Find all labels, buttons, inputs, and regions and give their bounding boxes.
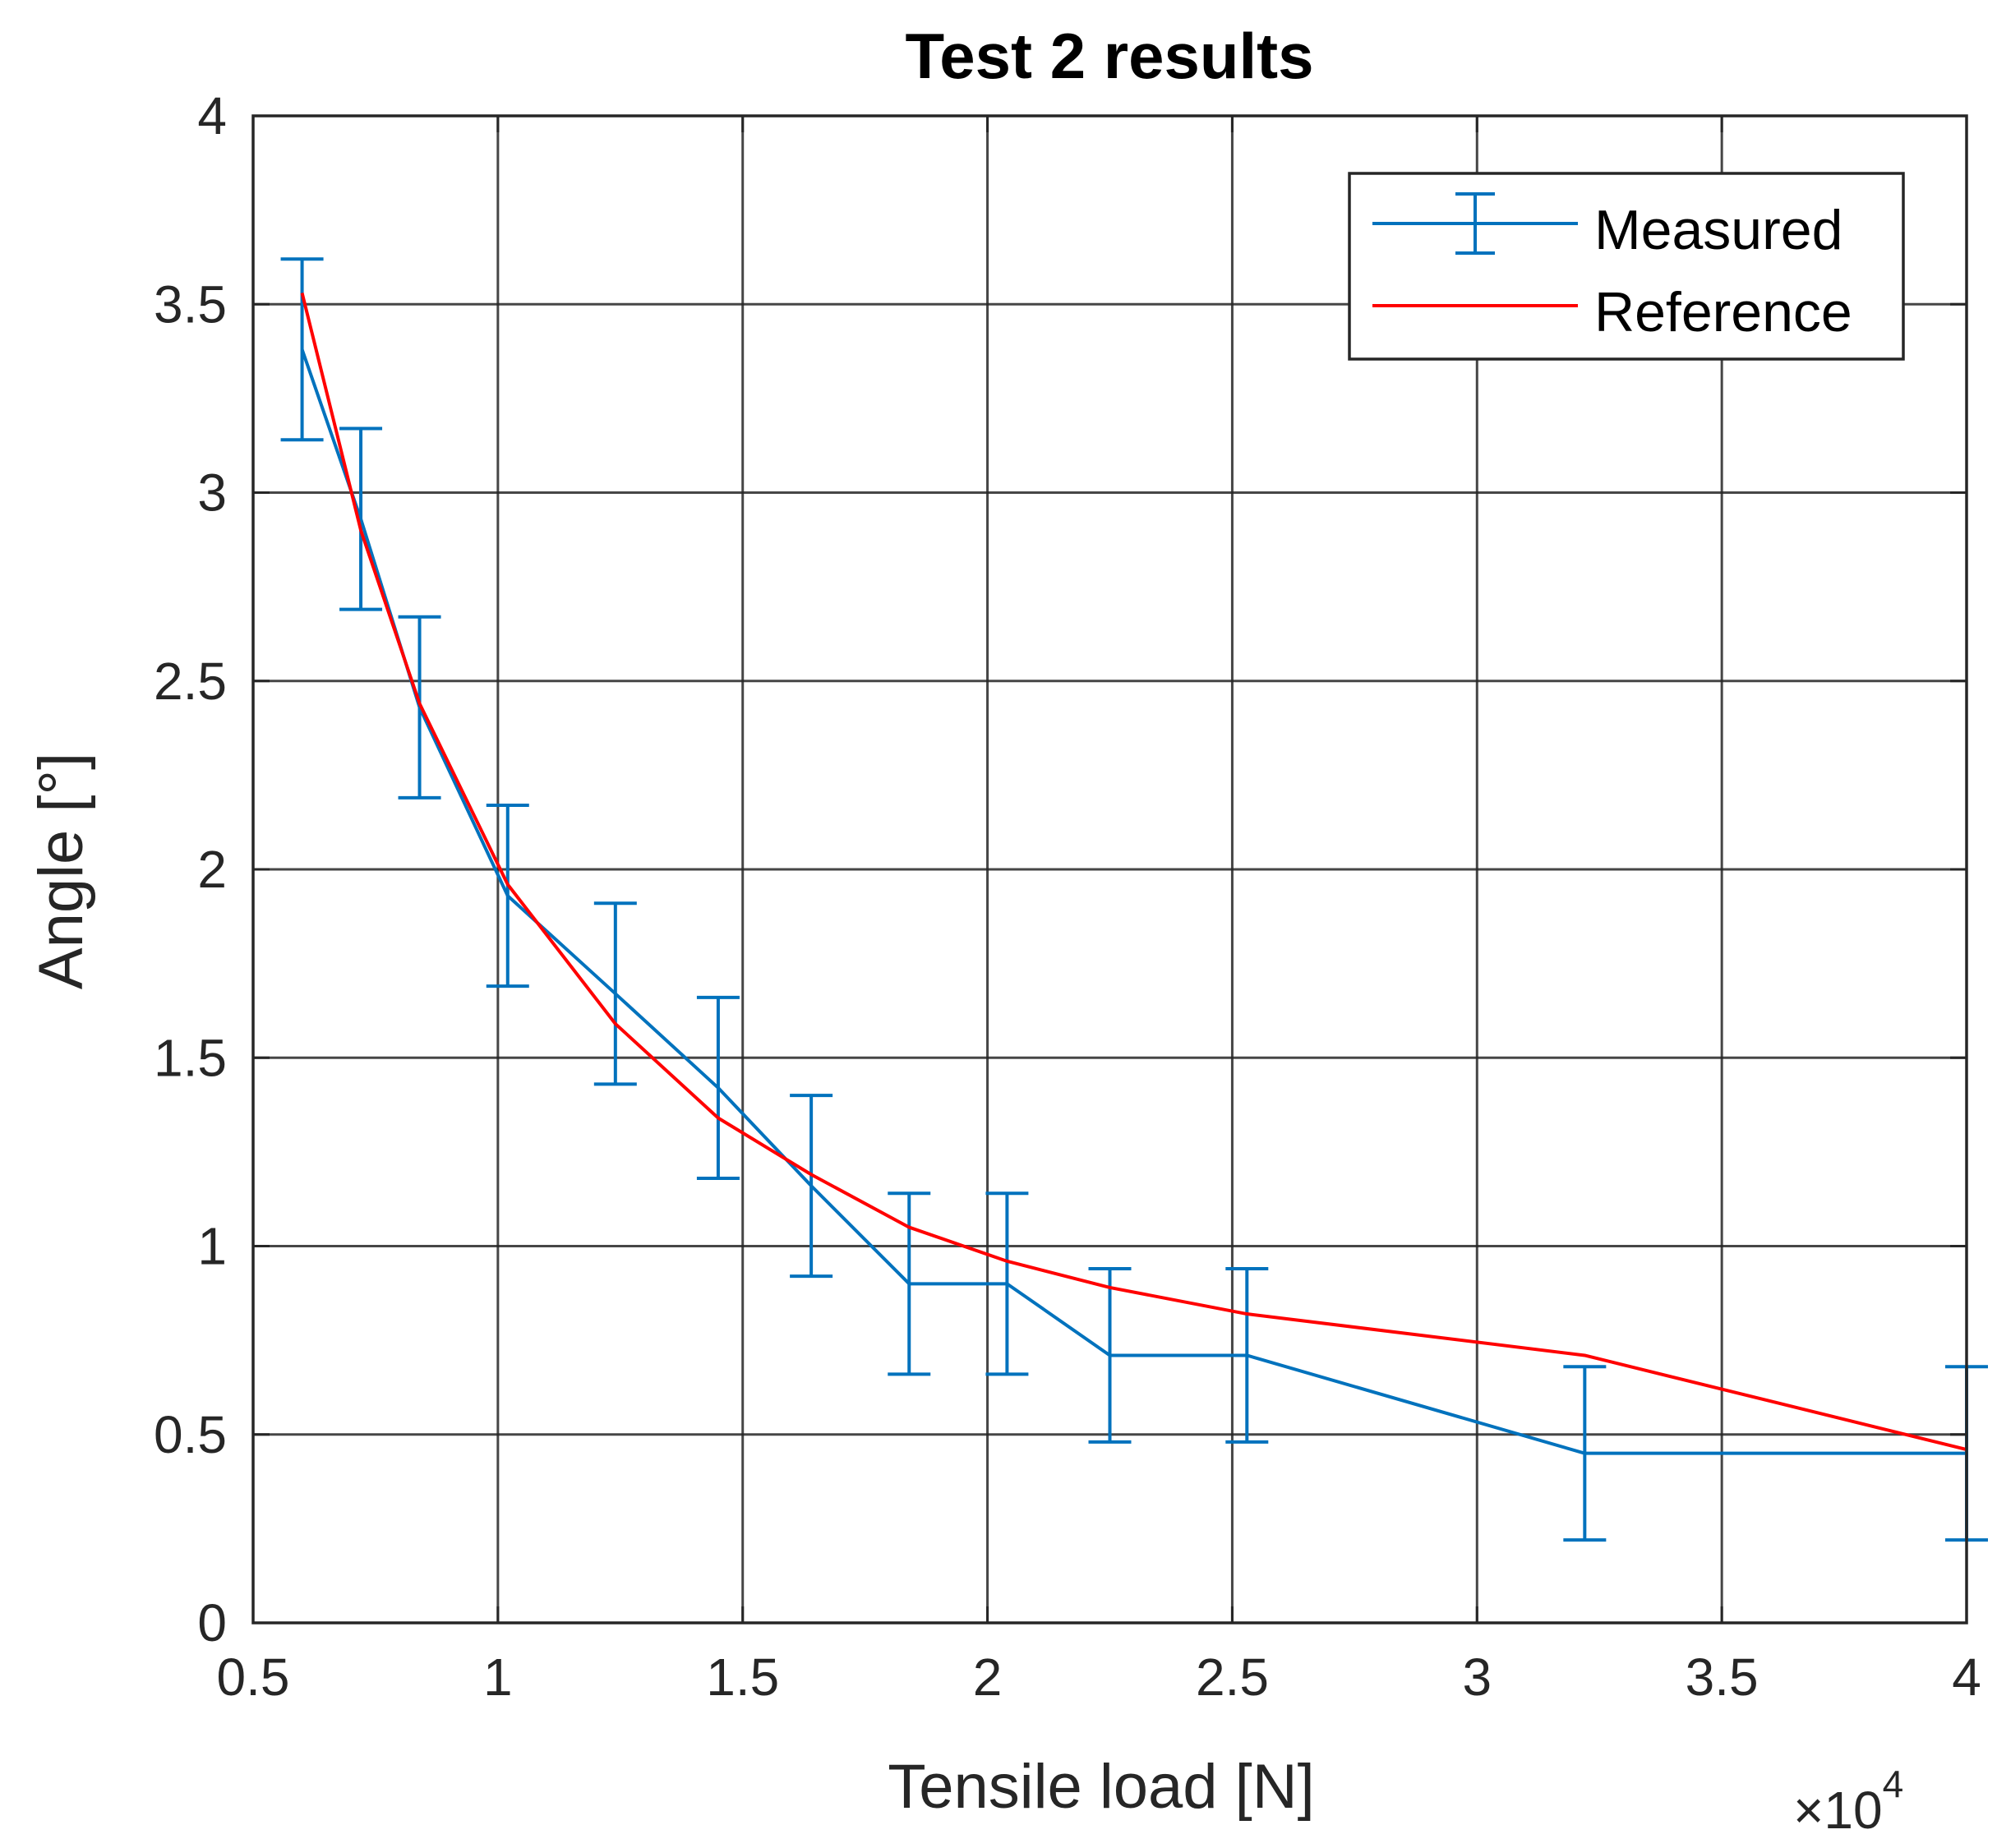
y-tick-label: 3 [197,463,227,523]
x-tick-label: 1.5 [706,1648,779,1707]
y-tick-label: 3.5 [154,274,227,334]
legend-label-reference: Reference [1594,281,1852,343]
y-tick-label: 4 [197,86,227,145]
legend-label-measured: Measured [1594,199,1842,261]
x-tick-label: 0.5 [217,1648,290,1707]
series-measured [280,257,1988,1542]
legend-measured-sample [1372,192,1578,255]
y-tick-label: 2 [197,840,227,899]
x-tick-label: 2 [973,1648,1003,1707]
x-tick-label: 3.5 [1686,1648,1759,1707]
x-multiplier-exponent: 4 [1883,1763,1904,1805]
x-tick-label: 4 [1952,1648,1981,1707]
x-multiplier-base: ×10 [1793,1781,1883,1840]
legend-box [1348,172,1905,361]
y-axis-label: Angle [°] [26,753,96,989]
legend: Measured Reference [1348,172,1905,361]
chart-title: Test 2 results [905,20,1313,92]
x-tick-label: 3 [1462,1648,1492,1707]
x-axis-multiplier: ×104 [1793,1763,1903,1840]
x-tick-label: 2.5 [1196,1648,1269,1707]
x-axis-label: Tensile load [N] [888,1752,1315,1822]
y-tick-label: 1 [197,1217,227,1276]
y-tick-label: 0 [197,1593,227,1652]
x-tick-label: 1 [483,1648,513,1707]
y-tick-label: 2.5 [154,652,227,711]
series-layer [280,257,1988,1542]
tick-labels: 0.5 1 1.5 2 2.5 3 3.5 400.511.522.533.54 [154,86,1981,1707]
y-tick-label: 0.5 [154,1405,227,1464]
y-tick-label: 1.5 [154,1028,227,1087]
